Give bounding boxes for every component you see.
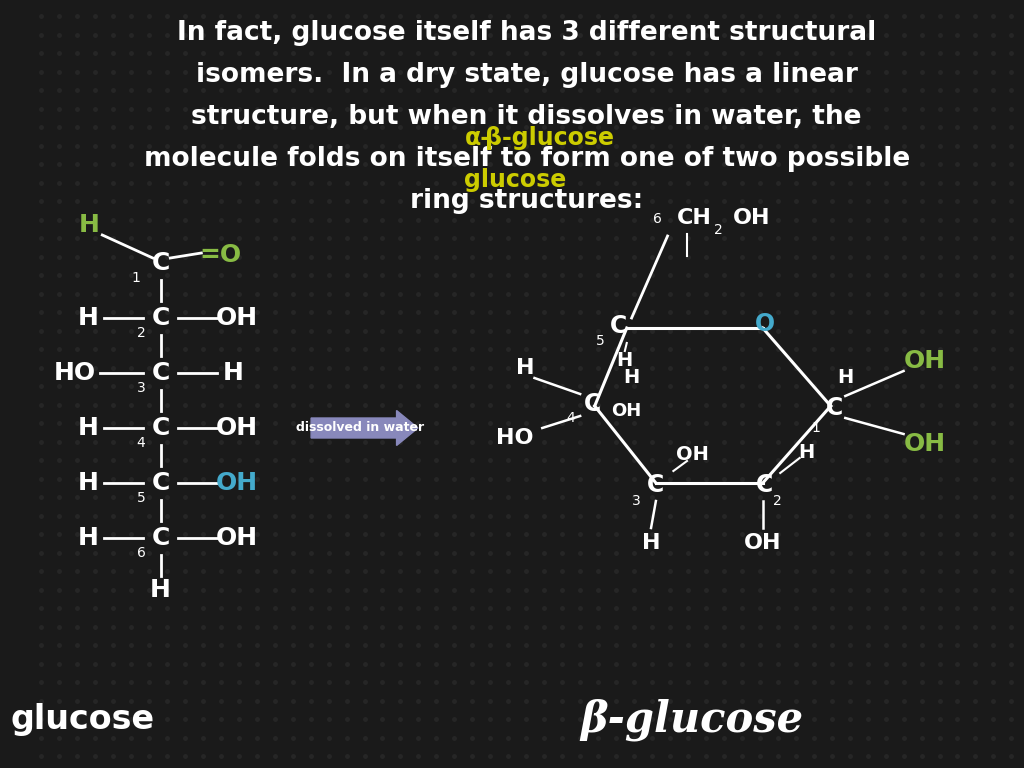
Text: OH: OH [744, 533, 781, 553]
Text: 3: 3 [137, 381, 145, 395]
Text: C: C [152, 251, 170, 275]
Text: H: H [642, 533, 660, 553]
Text: H: H [616, 350, 633, 369]
Text: 6: 6 [136, 546, 145, 560]
Text: isomers.  In a dry state, glucose has a linear: isomers. In a dry state, glucose has a l… [196, 62, 858, 88]
Text: C: C [610, 314, 628, 338]
Text: α-: α- [465, 126, 492, 150]
Text: 4: 4 [566, 411, 574, 425]
Text: OH: OH [215, 306, 257, 330]
Text: HO: HO [497, 428, 534, 448]
Text: C: C [826, 396, 843, 420]
Text: CH: CH [677, 208, 712, 228]
Text: 5: 5 [596, 334, 605, 348]
Text: C: C [152, 416, 170, 440]
Text: =O: =O [200, 243, 242, 267]
Text: C: C [152, 361, 170, 385]
Text: O: O [755, 312, 775, 336]
Text: H: H [79, 213, 100, 237]
Text: C: C [152, 471, 170, 495]
Text: 2: 2 [137, 326, 145, 340]
Text: OH: OH [215, 526, 257, 550]
Text: ring structures:: ring structures: [410, 188, 643, 214]
Text: H: H [515, 358, 535, 378]
Text: structure, but when it dissolves in water, the: structure, but when it dissolves in wate… [191, 104, 862, 130]
Text: H: H [77, 526, 98, 550]
Text: molecule folds on itself to form one of two possible: molecule folds on itself to form one of … [143, 146, 910, 172]
Text: H: H [151, 578, 171, 602]
Text: C: C [756, 473, 773, 497]
Text: OH: OH [215, 471, 257, 495]
Text: H: H [77, 306, 98, 330]
Text: H: H [799, 443, 814, 462]
Text: β-glucose: β-glucose [484, 126, 613, 150]
Text: In fact, glucose itself has 3 different structural: In fact, glucose itself has 3 different … [177, 20, 877, 46]
FancyArrow shape [311, 411, 418, 445]
Text: OH: OH [610, 402, 641, 420]
Text: OH: OH [732, 208, 770, 228]
Text: 2: 2 [773, 494, 781, 508]
Text: glucose: glucose [464, 168, 566, 192]
Text: H: H [77, 471, 98, 495]
Text: 1: 1 [812, 421, 820, 435]
Text: 1: 1 [132, 271, 140, 285]
Text: OH: OH [904, 432, 946, 456]
Text: β-glucose: β-glucose [581, 699, 804, 741]
Text: C: C [647, 473, 665, 497]
Text: 6: 6 [653, 212, 663, 226]
Text: dissolved in water: dissolved in water [296, 422, 424, 435]
Text: OH: OH [904, 349, 946, 373]
Text: H: H [223, 361, 244, 385]
Text: C: C [152, 526, 170, 550]
Text: 2: 2 [714, 223, 722, 237]
Text: C: C [152, 306, 170, 330]
Text: H: H [838, 369, 853, 388]
Text: HO: HO [54, 361, 96, 385]
Text: glucose: glucose [11, 703, 155, 737]
Text: 3: 3 [632, 494, 641, 508]
Text: 4: 4 [137, 436, 145, 450]
Text: H: H [624, 369, 640, 388]
Text: 5: 5 [137, 491, 145, 505]
Text: C: C [584, 392, 601, 416]
Text: OH: OH [677, 445, 710, 465]
Text: OH: OH [215, 416, 257, 440]
Text: H: H [77, 416, 98, 440]
